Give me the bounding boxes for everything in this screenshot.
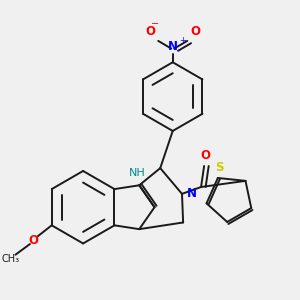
Text: N: N [187, 188, 196, 200]
Text: O: O [145, 25, 155, 38]
Text: O: O [201, 149, 211, 162]
Text: O: O [190, 25, 200, 38]
Text: N: N [168, 40, 178, 53]
Text: NH: NH [129, 168, 146, 178]
Text: S: S [215, 161, 224, 174]
Text: +: + [180, 37, 187, 46]
Text: −: − [151, 20, 159, 29]
Text: CH₃: CH₃ [2, 254, 20, 263]
Text: O: O [29, 234, 39, 247]
